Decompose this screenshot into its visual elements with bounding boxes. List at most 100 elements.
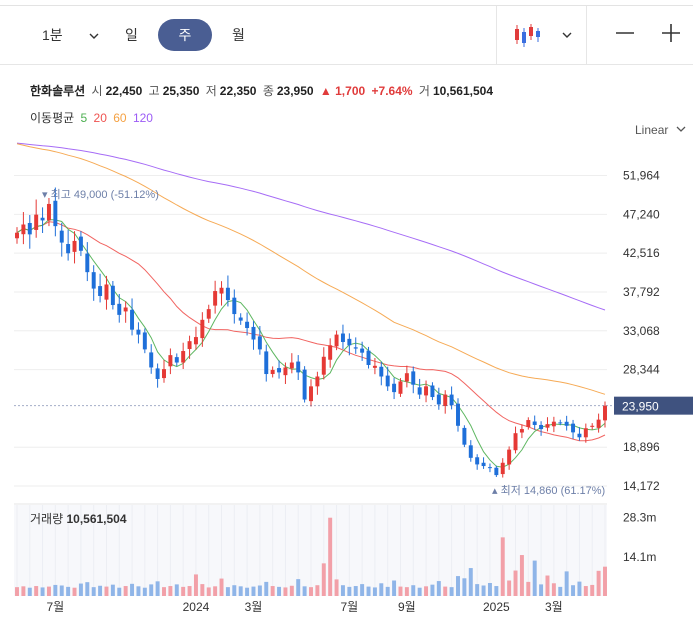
volume-bar (398, 586, 403, 596)
candle-body (411, 371, 416, 385)
tab-month[interactable]: 월 (232, 27, 245, 43)
x-axis-label: 3월 (245, 600, 263, 614)
volume-bar (174, 584, 179, 596)
chevron-down-icon (676, 126, 686, 132)
volume-bar (219, 578, 224, 596)
current-price-label: 23,950 (622, 400, 659, 414)
candle-body (130, 309, 135, 330)
candle-body (85, 253, 90, 273)
volume-bar (583, 586, 588, 596)
chevron-down-icon (89, 33, 99, 40)
volume-bar (430, 584, 435, 596)
candle-body (456, 403, 460, 426)
candle-body (155, 368, 160, 379)
close-label: 종 (262, 84, 274, 98)
candle-body (59, 230, 64, 243)
volume-bar (277, 586, 282, 596)
volume-bar (392, 580, 397, 596)
candle-body (545, 424, 550, 428)
volume-bar (104, 586, 109, 596)
volume-bar (193, 574, 198, 596)
candle-body (583, 428, 588, 438)
candle-body (360, 348, 365, 353)
candle-body (219, 287, 224, 294)
candle-body (270, 369, 275, 375)
volume-bar (411, 585, 416, 596)
x-axis-label: 3월 (545, 600, 563, 614)
volume-bar (40, 587, 45, 596)
candle-body (174, 357, 179, 363)
candle-body (321, 356, 326, 375)
candle-body (417, 387, 422, 395)
candle-body (551, 421, 556, 427)
zoom-in-button[interactable] (660, 22, 682, 44)
scale-mode-select[interactable]: Linear (635, 123, 686, 137)
volume-bar (257, 585, 262, 596)
volume-bar (558, 586, 563, 596)
ma20-line (16, 221, 606, 442)
candle-body (277, 368, 282, 373)
candle-body (309, 386, 313, 402)
volume-bar (78, 583, 83, 596)
volume-bar (334, 579, 339, 596)
volume-bar (91, 587, 96, 596)
chart-type-button[interactable] (512, 22, 572, 53)
price-tick-label: 42,516 (623, 246, 660, 260)
candle-body (494, 467, 499, 476)
candle-body (123, 307, 128, 312)
tab-day[interactable]: 일 (125, 27, 138, 43)
volume-bar (590, 584, 595, 596)
volume-bar (372, 587, 377, 596)
candle-body (468, 445, 473, 458)
ma-60[interactable]: 60 (113, 111, 127, 125)
volume-bar (142, 587, 147, 596)
volume-bar (577, 581, 582, 596)
volume-bar (200, 584, 205, 596)
tab-week[interactable]: 주 (158, 19, 212, 51)
candle-body (27, 222, 32, 235)
price-tick-label: 37,792 (623, 285, 660, 299)
price-tick-label: 33,068 (623, 324, 660, 338)
volume-bar (53, 584, 58, 596)
volume-bar (187, 586, 192, 596)
candle-body (238, 317, 243, 321)
ma-120[interactable]: 120 (132, 111, 153, 125)
candle-body (430, 385, 435, 398)
candle-body (78, 236, 83, 251)
candle-body (392, 383, 397, 393)
candlestick-icon (515, 24, 540, 47)
interval-select[interactable]: 1분 (42, 20, 99, 50)
ma-20[interactable]: 20 (93, 111, 107, 125)
volume-bar (46, 586, 51, 596)
volume-bar (603, 566, 607, 596)
interval-label: 1분 (42, 27, 63, 43)
candle-body (404, 373, 409, 382)
volume-bar (289, 585, 294, 596)
volume-bar (494, 586, 499, 596)
volume-bar (456, 576, 460, 596)
candle-body (315, 376, 320, 387)
volume-bar (385, 586, 390, 596)
candle-body (507, 449, 512, 465)
moving-average-legend: 이동평균 5 20 60 120 (30, 109, 153, 126)
volume-bar (340, 585, 345, 596)
volume-bar (251, 586, 256, 596)
volume-bar (539, 584, 544, 596)
candle-body (98, 286, 103, 296)
candle-body (328, 345, 333, 360)
candle-body (110, 285, 115, 306)
zoom-out-button[interactable] (614, 22, 636, 44)
volume-bar (443, 586, 448, 596)
toolbar-divider (496, 6, 497, 64)
candle-body (558, 422, 563, 424)
volume-bar (130, 583, 135, 596)
ma60-line (16, 143, 606, 395)
candle-body (532, 421, 537, 425)
x-axis-label: 2024 (183, 600, 210, 614)
ma-5[interactable]: 5 (80, 111, 88, 125)
candle-body (53, 200, 58, 227)
volume-bar (487, 582, 492, 596)
volume-bar (315, 585, 320, 596)
volume-tick-label: 28.3m (623, 511, 656, 525)
